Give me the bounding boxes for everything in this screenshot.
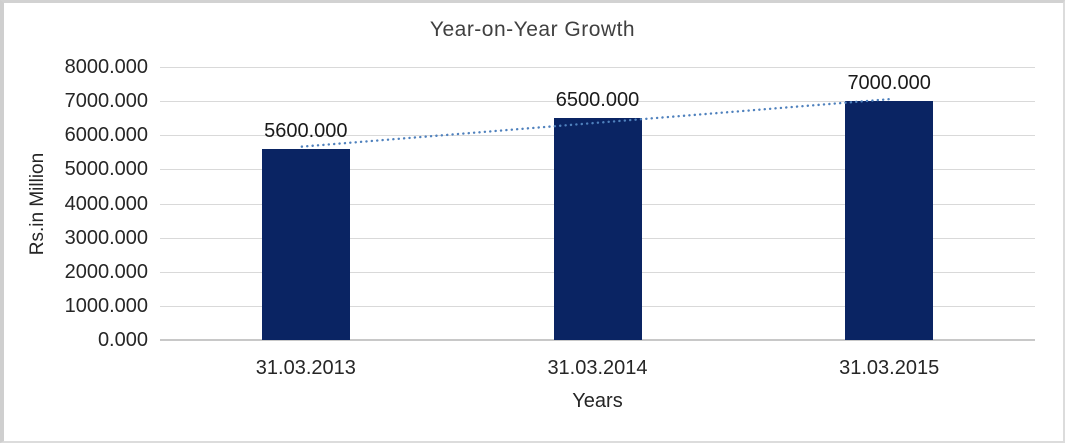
gridline <box>160 67 1035 68</box>
y-tick-label: 7000.000 <box>64 90 148 113</box>
x-tick-label: 31.03.2015 <box>839 357 940 379</box>
chart-title: Year-on-Year Growth <box>429 18 636 41</box>
x-axis-line <box>160 339 1035 341</box>
x-tick-label: 31.03.2013 <box>255 357 356 379</box>
bar <box>261 148 350 340</box>
y-tick-label: 4000.000 <box>64 192 148 215</box>
x-axis-title: Years <box>572 390 623 412</box>
y-tick-label: 0.000 <box>97 329 148 351</box>
y-tick-label: 1000.000 <box>64 294 148 317</box>
y-tick-label: 3000.000 <box>64 226 148 249</box>
x-tick-label: 31.03.2014 <box>547 357 648 379</box>
y-tick-label: 5000.000 <box>64 158 148 181</box>
bar <box>553 118 642 340</box>
y-tick-label: 8000.000 <box>64 56 148 78</box>
bar-value-label: 6500.000 <box>555 89 640 112</box>
bar-value-label: 7000.000 <box>847 72 931 95</box>
y-tick-label: 6000.000 <box>64 124 148 147</box>
y-tick-label: 2000.000 <box>64 260 148 283</box>
bar-value-label: 5600.000 <box>264 119 348 142</box>
bar <box>845 101 934 340</box>
